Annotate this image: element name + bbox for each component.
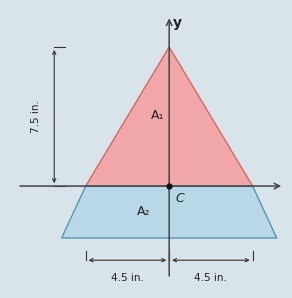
Text: y: y	[173, 16, 182, 30]
Text: A₁: A₁	[151, 109, 165, 122]
Polygon shape	[86, 47, 253, 186]
Polygon shape	[62, 186, 277, 238]
Text: A₂: A₂	[136, 205, 150, 218]
Text: 4.5 in.: 4.5 in.	[111, 273, 144, 283]
Text: 7.5 in.: 7.5 in.	[31, 100, 41, 133]
Text: 4.5 in.: 4.5 in.	[194, 273, 227, 283]
Text: C: C	[176, 192, 185, 205]
